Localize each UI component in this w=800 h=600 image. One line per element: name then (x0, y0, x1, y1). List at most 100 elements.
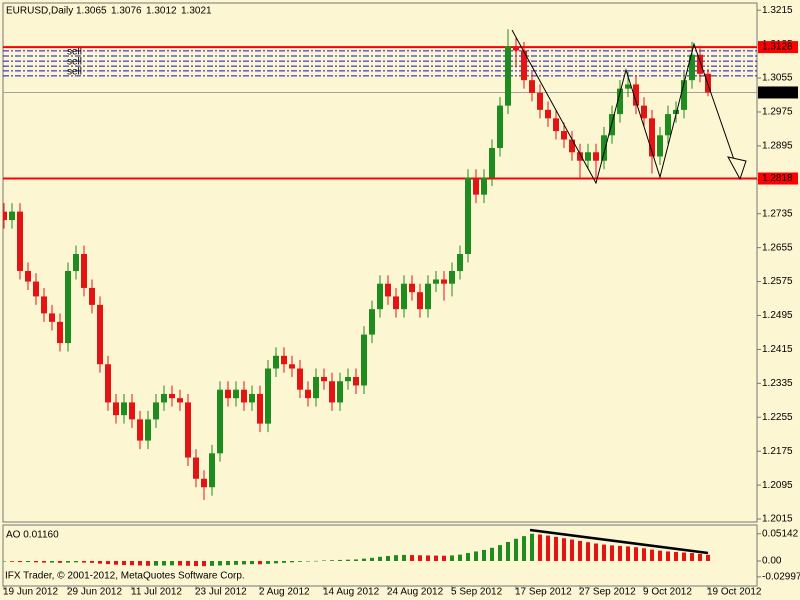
candle-body (529, 80, 535, 93)
y-tick-label: 1.2895 (762, 141, 793, 152)
x-tick-label: 14 Aug 2012 (323, 587, 380, 598)
ao-bar (586, 542, 590, 561)
candle-body (289, 364, 295, 369)
ao-bar (578, 540, 582, 561)
y-tick-label: 1.2415 (762, 344, 793, 355)
ao-bar (266, 561, 270, 564)
ao-bar (138, 561, 142, 566)
ao-bar (498, 545, 502, 561)
candle-body (449, 270, 455, 284)
candle-body (57, 321, 63, 344)
candle-body (665, 114, 671, 136)
candle-body (265, 368, 271, 424)
ao-bar (106, 561, 110, 565)
x-tick-label: 19 Oct 2012 (707, 587, 762, 598)
candle-body (409, 283, 415, 293)
arrow-head (727, 156, 747, 181)
ao-bar (666, 551, 670, 561)
y-tick-label: -0.02997 (762, 572, 800, 583)
x-tick-label: 9 Oct 2012 (643, 587, 692, 598)
y-tick-label: 0.05142 (762, 528, 799, 539)
candle-body (177, 398, 183, 403)
candle-body (417, 292, 423, 310)
header-low: 1.3012 (146, 6, 177, 17)
candle-body (457, 254, 463, 271)
ao-bar (66, 561, 70, 563)
candle-body (153, 402, 159, 420)
candle-body (185, 402, 191, 458)
ao-bar (458, 554, 462, 561)
candle-body (209, 453, 215, 488)
ao-bar (474, 551, 478, 561)
ao-bar (322, 560, 326, 561)
ao-bar (482, 549, 486, 561)
y-tick-label: 1.2975 (762, 107, 793, 118)
price-label: 1.3021 (762, 87, 793, 98)
ao-bar (10, 561, 14, 562)
ao-bar (258, 561, 262, 565)
candle-body (65, 270, 71, 344)
candle-body (553, 118, 559, 132)
ao-bar (362, 558, 366, 561)
ao-bar (306, 561, 310, 562)
candle-body (537, 92, 543, 110)
candle-body (593, 152, 599, 161)
candle-body (385, 283, 391, 297)
ao-bar (642, 548, 646, 561)
y-tick-label: 1.3055 (762, 73, 793, 84)
ao-bar (42, 561, 46, 563)
candle-body (353, 376, 359, 386)
candle-body (313, 376, 319, 399)
candle-body (81, 254, 87, 288)
candle-body (681, 80, 687, 110)
ao-bar (282, 561, 286, 563)
candle-body (9, 211, 15, 221)
candle-body (145, 419, 151, 441)
candle-body (569, 139, 575, 153)
ao-bar (370, 557, 374, 561)
candle-body (49, 313, 55, 322)
candle-body (73, 254, 79, 271)
ao-bar (426, 555, 430, 561)
candle-body (561, 131, 567, 140)
ao-bar (698, 553, 702, 561)
candle-body (17, 211, 23, 271)
ao-bar (610, 545, 614, 561)
candle-body (625, 84, 631, 89)
candle-body (441, 279, 447, 284)
ao-bar (146, 561, 150, 566)
ao-bar (98, 561, 102, 564)
candle-body (193, 457, 199, 479)
y-tick-label: 1.2735 (762, 208, 793, 219)
ao-bar (74, 561, 78, 563)
y-tick-label: 1.2095 (762, 480, 793, 491)
ao-bar (178, 561, 182, 566)
ao-bar (690, 553, 694, 561)
x-tick-label: 17 Sep 2012 (515, 587, 572, 598)
ao-bar (434, 555, 438, 561)
candle-body (233, 389, 239, 399)
candle-body (577, 152, 583, 161)
y-tick-label: 1.2495 (762, 310, 793, 321)
x-tick-label: 19 Jun 2012 (3, 587, 58, 598)
ao-bar (530, 533, 534, 561)
ao-title: AO 0.01160 (6, 530, 59, 541)
ao-bar (122, 561, 126, 565)
candle-body (257, 393, 263, 424)
candle-body (473, 177, 479, 195)
ao-bar (706, 554, 710, 561)
y-tick-label: 1.2175 (762, 446, 793, 457)
ao-bar (162, 561, 166, 566)
candle-body (633, 84, 639, 106)
ao-bar (554, 536, 558, 561)
ao-bar (234, 561, 238, 565)
ao-bar (298, 561, 302, 562)
ao-bar (114, 561, 118, 565)
ao-bar (658, 550, 662, 561)
ao-bar (186, 561, 190, 566)
ao-bar (34, 561, 38, 563)
ao-bar (330, 560, 334, 561)
